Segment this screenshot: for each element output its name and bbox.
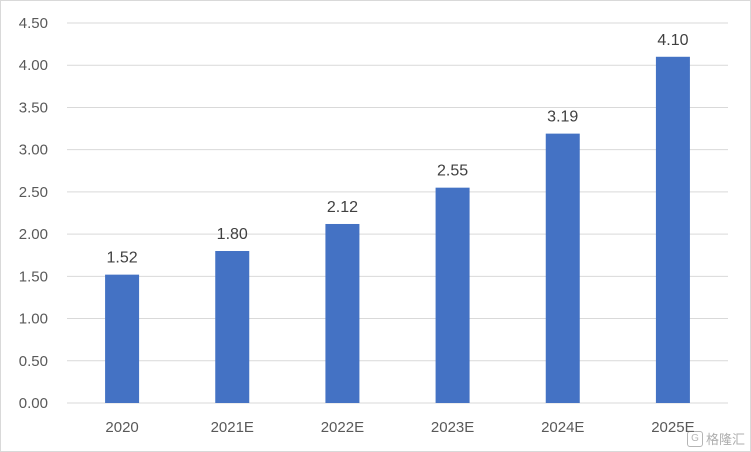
- y-tick-label: 0.50: [19, 353, 48, 370]
- y-tick-label: 4.50: [19, 15, 48, 32]
- data-label: 2.55: [437, 163, 468, 180]
- data-label: 1.80: [217, 226, 248, 243]
- y-tick-label: 4.00: [19, 57, 48, 74]
- logo-icon: G: [686, 430, 703, 447]
- x-tick-label: 2020: [105, 419, 138, 436]
- y-axis-ticks: 0.00 0.50 1.00 1.50 2.00 2.50 3.00 3.50 4.00 4.50: [19, 15, 48, 412]
- x-tick-label: 2022E: [321, 419, 364, 436]
- bar: [545, 133, 580, 403]
- x-tick-label: 2024E: [541, 419, 584, 436]
- y-tick-label: 2.00: [19, 226, 48, 243]
- watermark-logo: G 格隆汇: [686, 429, 745, 448]
- y-tick-label: 2.50: [19, 184, 48, 201]
- bar: [655, 56, 690, 404]
- y-tick-label: 3.50: [19, 99, 48, 116]
- x-tick-label: 2021E: [211, 419, 254, 436]
- data-label: 3.19: [547, 109, 578, 126]
- bar: [435, 187, 470, 403]
- data-label: 4.10: [657, 32, 688, 49]
- y-tick-label: 3.00: [19, 142, 48, 159]
- gridlines: [67, 22, 728, 404]
- y-tick-label: 1.50: [19, 268, 48, 285]
- x-tick-label: 2023E: [431, 419, 474, 436]
- x-tick-label: 2025E: [651, 419, 694, 436]
- bar: [215, 251, 250, 403]
- data-label: 1.52: [107, 250, 138, 267]
- watermark-text: 格隆汇: [705, 433, 745, 448]
- data-labels: 1.52 1.80 2.12 2.55 3.19 4.10: [107, 32, 689, 267]
- bars: [105, 56, 690, 404]
- x-axis-ticks: 2020 2021E 2022E 2023E 2024E 2025E: [105, 419, 694, 436]
- y-tick-label: 1.00: [19, 311, 48, 328]
- data-label: 2.12: [327, 199, 358, 216]
- bar: [105, 274, 140, 403]
- y-tick-label: 0.00: [19, 395, 48, 412]
- bar: [325, 223, 360, 403]
